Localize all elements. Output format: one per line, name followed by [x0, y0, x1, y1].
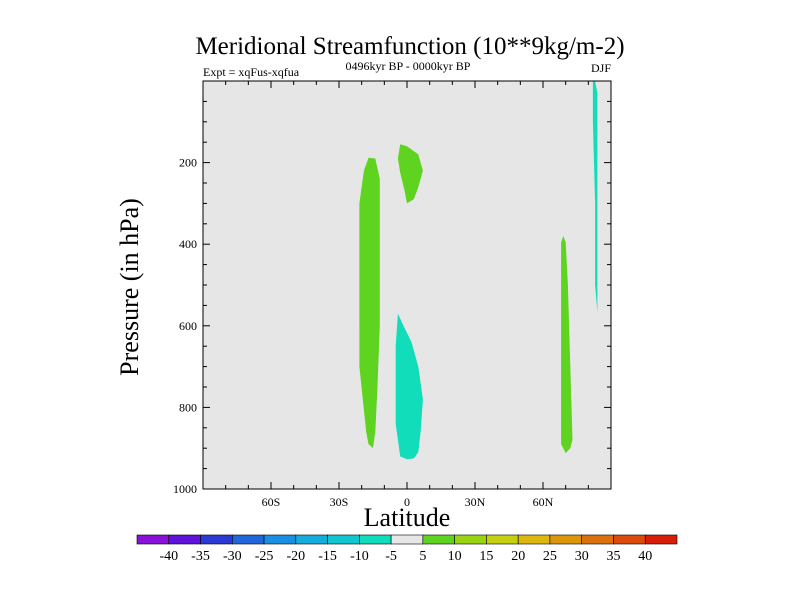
colorbar-box	[200, 534, 233, 545]
region-positive-cell-north	[561, 236, 573, 454]
subtitle-center: 0496kyr BP - 0000kyr BP	[346, 59, 471, 73]
colorbar-label: 5	[419, 549, 426, 564]
colorbar-box	[644, 534, 678, 545]
x-tick-label: 60N	[533, 495, 554, 509]
colorbar-box	[263, 534, 297, 545]
x-tick-label: 0	[404, 495, 410, 509]
x-tick-label: 30N	[465, 495, 486, 509]
x-axis-title: Latitude	[364, 503, 451, 532]
colorbar-box	[422, 534, 455, 545]
region-negative-sliver-north	[592, 81, 598, 313]
x-tick-label: 60S	[262, 495, 281, 509]
colorbar-label: -5	[385, 549, 397, 564]
colorbar-label: -20	[286, 549, 305, 564]
colorbar-label: 40	[638, 549, 652, 564]
colorbar-box	[581, 534, 614, 545]
colorbar-box	[136, 534, 170, 545]
region-negative-cell-equator	[395, 313, 423, 460]
chart-title: Meridional Streamfunction (10**9kg/m-2)	[195, 33, 624, 60]
colorbar-box	[486, 534, 519, 545]
region-positive-cell-upper-equator	[397, 144, 423, 204]
colorbar-label: -40	[159, 549, 178, 564]
y-tick-label: 400	[179, 237, 197, 251]
colorbar-box	[295, 534, 328, 545]
colorbar-box	[454, 534, 487, 545]
colorbar-label: -30	[223, 549, 242, 564]
colorbar-label: -35	[191, 549, 210, 564]
axis-ticks: 60S 30S 0 30N 60N 200 400 600 800 1000	[173, 81, 611, 509]
subtitle-right: DJF	[591, 61, 611, 75]
region-positive-cell-south	[359, 157, 380, 449]
y-tick-label: 1000	[173, 482, 197, 496]
colorbar-box	[231, 534, 265, 545]
colorbar-box	[359, 534, 392, 545]
colorbar-label: 15	[479, 549, 493, 564]
y-axis-title: Pressure (in hPa)	[115, 198, 144, 376]
colorbar-box	[517, 534, 551, 545]
colorbar-box	[549, 534, 583, 545]
colorbar-label: -25	[255, 549, 274, 564]
colorbar-box	[390, 534, 424, 545]
colorbar-box	[168, 534, 201, 545]
colorbar: -40 -35 -30 -25 -20 -15 -10 -5 5 10 15 20 25 30 35 40	[136, 534, 678, 564]
colorbar-label: 30	[575, 549, 589, 564]
colorbar-label: 35	[607, 549, 621, 564]
contour-regions	[359, 81, 598, 460]
colorbar-box	[613, 534, 646, 545]
y-tick-label: 600	[179, 319, 197, 333]
y-tick-label: 800	[179, 400, 197, 414]
colorbar-label: 20	[511, 549, 525, 564]
colorbar-label: 10	[448, 549, 462, 564]
colorbar-label: -10	[350, 549, 369, 564]
y-tick-label: 200	[179, 156, 197, 170]
colorbar-label: -15	[318, 549, 337, 564]
colorbar-box	[327, 534, 360, 545]
x-tick-label: 30S	[330, 495, 349, 509]
colorbar-label: 25	[543, 549, 557, 564]
subtitle-left: Expt = xqFus-xqfua	[203, 65, 300, 79]
